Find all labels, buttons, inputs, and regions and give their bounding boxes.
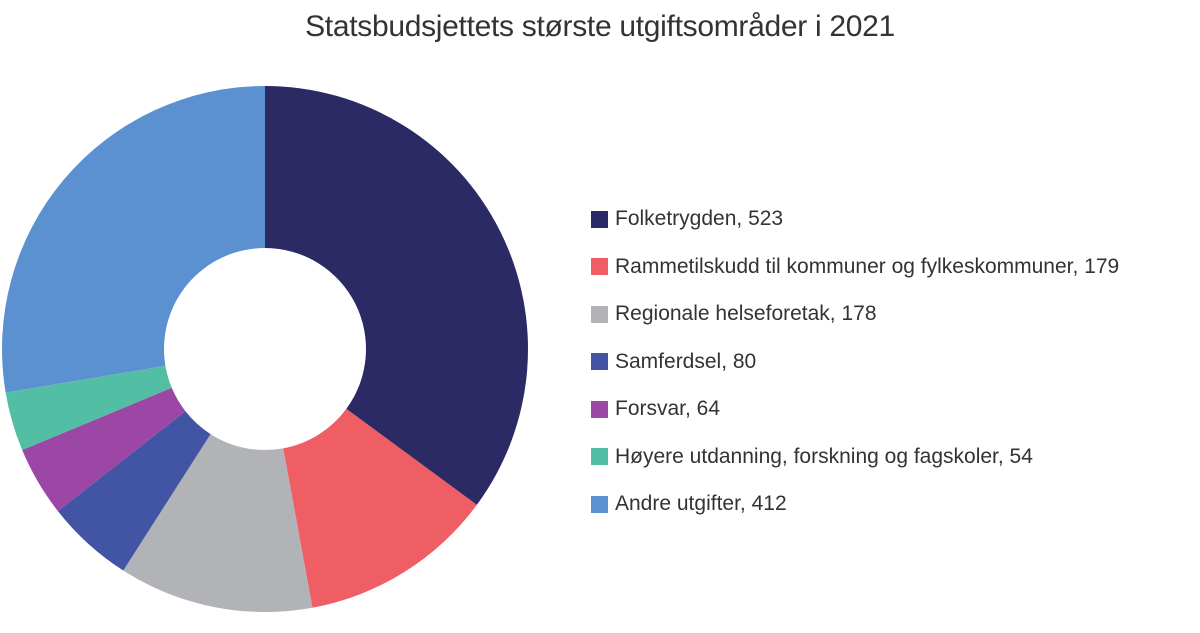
pie-slice-0 (265, 86, 529, 505)
pie-slice-6 (1, 86, 265, 393)
pie-slice-3 (57, 411, 211, 571)
legend-item: Andre utgifter, 412 (591, 492, 1119, 516)
legend-swatch (591, 400, 608, 418)
pie-slice-4 (22, 387, 186, 512)
legend-item: Samferdsel, 80 (591, 350, 1119, 374)
pie-slice-2 (123, 434, 313, 613)
pie-slice-1 (283, 408, 477, 608)
legend-item: Rammetilskudd til kommuner og fylkeskomm… (591, 255, 1119, 279)
chart-title: Statsbudsjettets største utgiftsområder … (305, 10, 895, 43)
legend-label: Andre utgifter, 412 (615, 492, 787, 515)
legend-item: Forsvar, 64 (591, 397, 1119, 421)
legend-swatch (591, 448, 608, 465)
legend-item: Regionale helseforetak, 178 (591, 302, 1119, 326)
legend-swatch (591, 353, 608, 370)
legend-label: Folketrygden, 523 (615, 207, 784, 230)
legend-label: Rammetilskudd til kommuner og fylkeskomm… (615, 254, 1120, 278)
legend: Folketrygden, 523 Rammetilskudd til kommu… (591, 207, 1119, 516)
legend-label: Forsvar, 64 (615, 397, 721, 420)
legend-swatch (591, 495, 608, 513)
legend-label: Regionale helseforetak, 178 (615, 302, 877, 325)
pie-slice-5 (5, 365, 172, 451)
legend-swatch (591, 210, 608, 228)
legend-label: Høyere utdanning, forskning og fagskoler… (615, 444, 1033, 468)
legend-item: Høyere utdanning, forskning og fagskoler… (591, 445, 1119, 469)
legend-item: Folketrygden, 523 (591, 207, 1119, 231)
legend-label: Samferdsel, 80 (615, 349, 757, 373)
legend-swatch (591, 305, 608, 323)
legend-swatch (591, 258, 608, 275)
